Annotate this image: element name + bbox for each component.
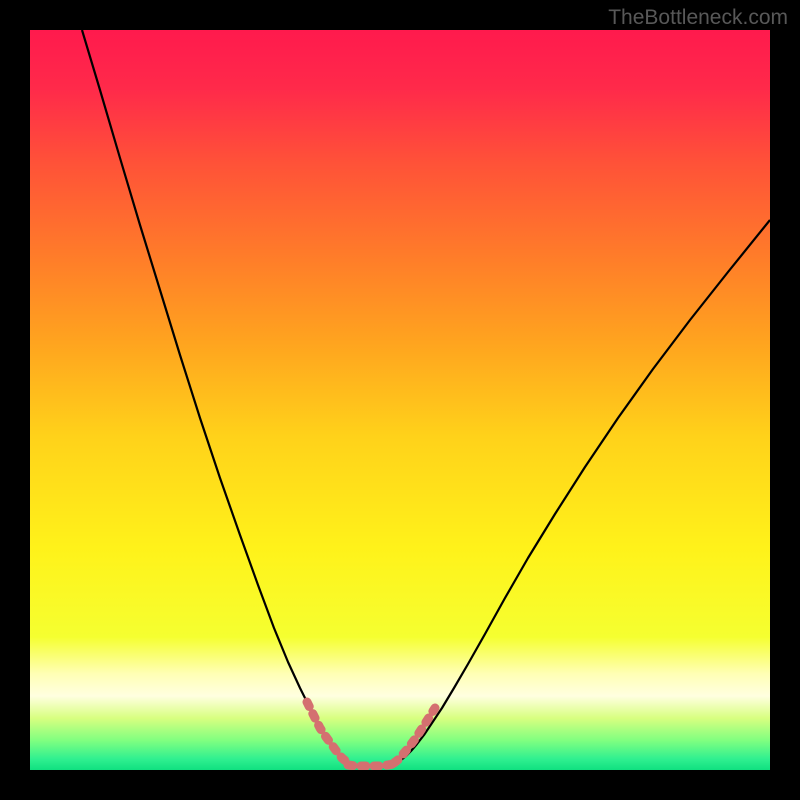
curve-path <box>82 30 770 766</box>
watermark-text: TheBottleneck.com <box>608 6 788 30</box>
highlight-bottom <box>348 764 394 766</box>
highlight-left <box>307 702 348 763</box>
highlight-right <box>394 708 435 763</box>
bottleneck-curve <box>30 30 770 770</box>
chart-plot-area <box>30 30 770 770</box>
